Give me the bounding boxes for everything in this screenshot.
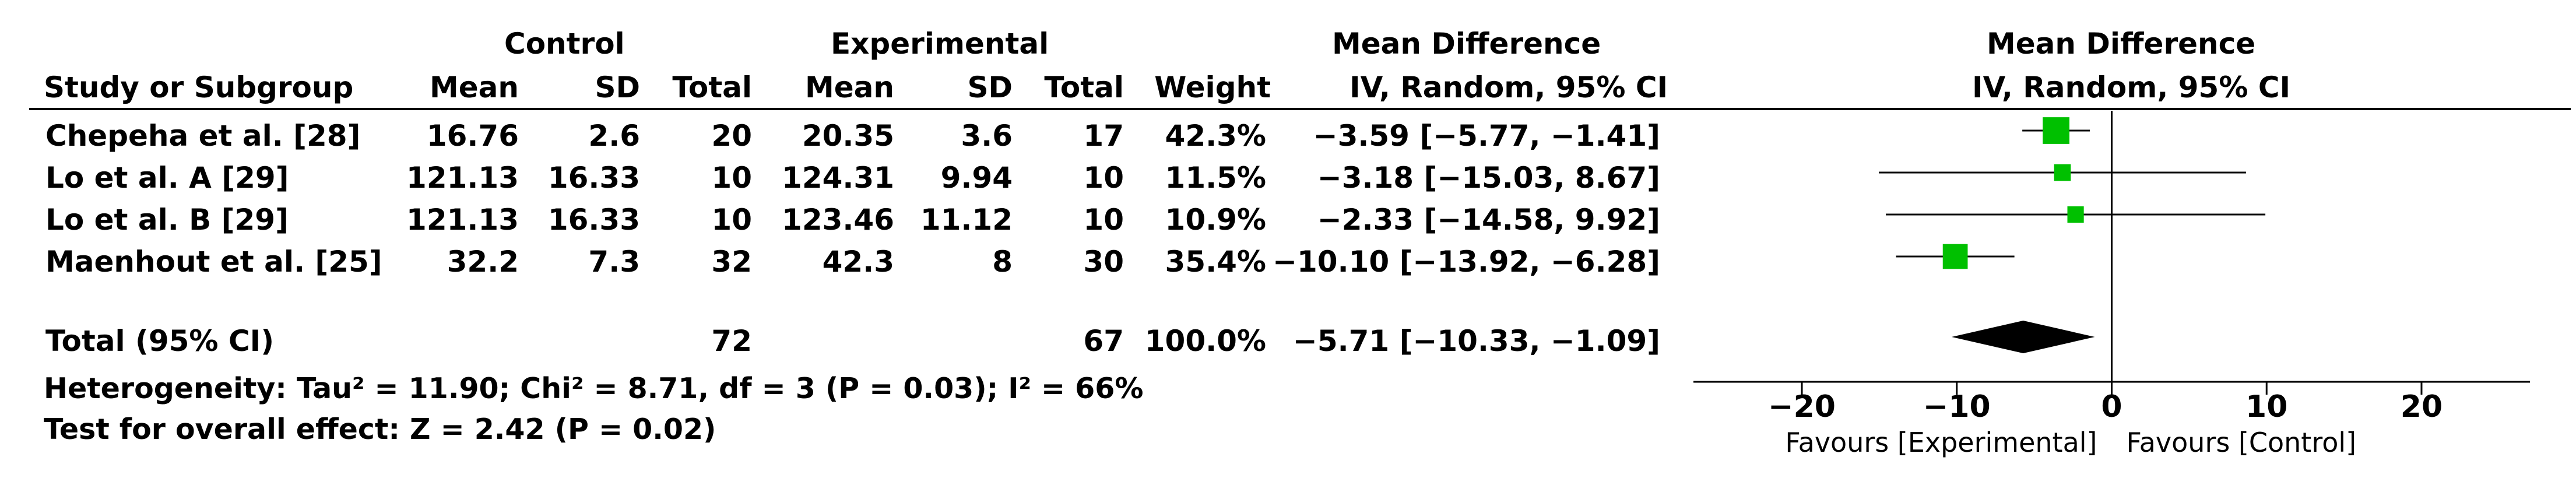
control-total: 10	[711, 203, 752, 237]
exp-sd: 8	[992, 245, 1013, 279]
group-header-mean-difference: Mean Difference	[1332, 27, 1601, 61]
study-name: Chepeha et al. [28]	[45, 119, 361, 153]
weight: 11.5%	[1165, 161, 1266, 195]
control-sd: 16.33	[547, 161, 640, 195]
control-mean: 32.2	[447, 245, 519, 279]
col-header-control-mean: Mean	[429, 71, 519, 104]
plot-header-title: Mean Difference	[1987, 27, 2256, 61]
study-marker	[2043, 117, 2069, 144]
exp-total: 30	[1083, 245, 1124, 279]
exp-mean: 42.3	[822, 245, 894, 279]
exp-sd: 3.6	[961, 119, 1013, 153]
col-header-exp-sd: SD	[967, 71, 1013, 104]
col-header-mean-difference-ci: IV, Random, 95% CI	[1349, 71, 1668, 104]
exp-sd: 9.94	[940, 161, 1013, 195]
study-name: Lo et al. A [29]	[45, 161, 289, 195]
control-mean: 121.13	[406, 161, 519, 195]
study-name: Lo et al. B [29]	[45, 203, 289, 237]
control-sd: 2.6	[588, 119, 640, 153]
heterogeneity-text: Heterogeneity: Tau² = 11.90; Chi² = 8.71…	[44, 372, 1144, 405]
control-mean: 121.13	[406, 203, 519, 237]
control-sd: 16.33	[547, 203, 640, 237]
col-header-exp-total: Total	[1044, 71, 1124, 104]
control-total: 32	[711, 245, 752, 279]
x-tick-label: 20	[2401, 389, 2443, 424]
total-label: Total (95% CI)	[45, 324, 275, 358]
control-total: 10	[711, 161, 752, 195]
col-header-exp-mean: Mean	[804, 71, 894, 104]
study-marker	[1942, 244, 1968, 269]
x-tick-label: −10	[1923, 389, 1991, 424]
x-tick-label: 0	[2101, 389, 2122, 424]
exp-mean: 20.35	[802, 119, 894, 153]
exp-mean: 124.31	[782, 161, 894, 195]
col-header-weight: Weight	[1154, 71, 1271, 104]
weight: 35.4%	[1165, 245, 1266, 279]
group-header-control: Control	[504, 27, 625, 61]
exp-total: 17	[1083, 119, 1124, 153]
study-name: Maenhout et al. [25]	[45, 245, 382, 279]
weight: 10.9%	[1165, 203, 1266, 237]
exp-total: 10	[1083, 161, 1124, 195]
study-marker	[2054, 164, 2071, 181]
overall-effect-text: Test for overall effect: Z = 2.42 (P = 0…	[44, 413, 716, 446]
col-header-control-sd: SD	[595, 71, 640, 104]
exp-mean: 123.46	[782, 203, 894, 237]
plot-header-subtitle: IV, Random, 95% CI	[1972, 71, 2291, 104]
control-mean: 16.76	[426, 119, 519, 153]
study-marker	[2067, 206, 2084, 223]
mean-difference-ci: −10.10 [−13.92, −6.28]	[1273, 245, 1660, 279]
col-header-study: Study or Subgroup	[44, 71, 354, 104]
mean-difference-ci: −2.33 [−14.58, 9.92]	[1317, 203, 1660, 237]
favours-left-label: Favours [Experimental]	[1785, 427, 2097, 458]
mean-difference-ci: −5.71 [−10.33, −1.09]	[1292, 324, 1660, 358]
pooled-diamond	[1951, 321, 2095, 353]
control-sd: 7.3	[588, 245, 640, 279]
col-header-control-total: Total	[672, 71, 752, 104]
exp-sd: 11.12	[920, 203, 1013, 237]
weight: 100.0%	[1144, 324, 1266, 358]
weight: 42.3%	[1165, 119, 1266, 153]
header-divider	[29, 108, 2571, 110]
group-header-experimental: Experimental	[831, 27, 1049, 61]
exp-total: 67	[1083, 324, 1124, 358]
favours-right-label: Favours [Control]	[2127, 427, 2357, 458]
exp-total: 10	[1083, 203, 1124, 237]
x-tick-label: 10	[2245, 389, 2287, 424]
control-total: 72	[711, 324, 752, 358]
mean-difference-ci: −3.18 [−15.03, 8.67]	[1317, 161, 1660, 195]
control-total: 20	[711, 119, 752, 153]
x-tick-label: −20	[1768, 389, 1836, 424]
mean-difference-ci: −3.59 [−5.77, −1.41]	[1313, 119, 1660, 153]
